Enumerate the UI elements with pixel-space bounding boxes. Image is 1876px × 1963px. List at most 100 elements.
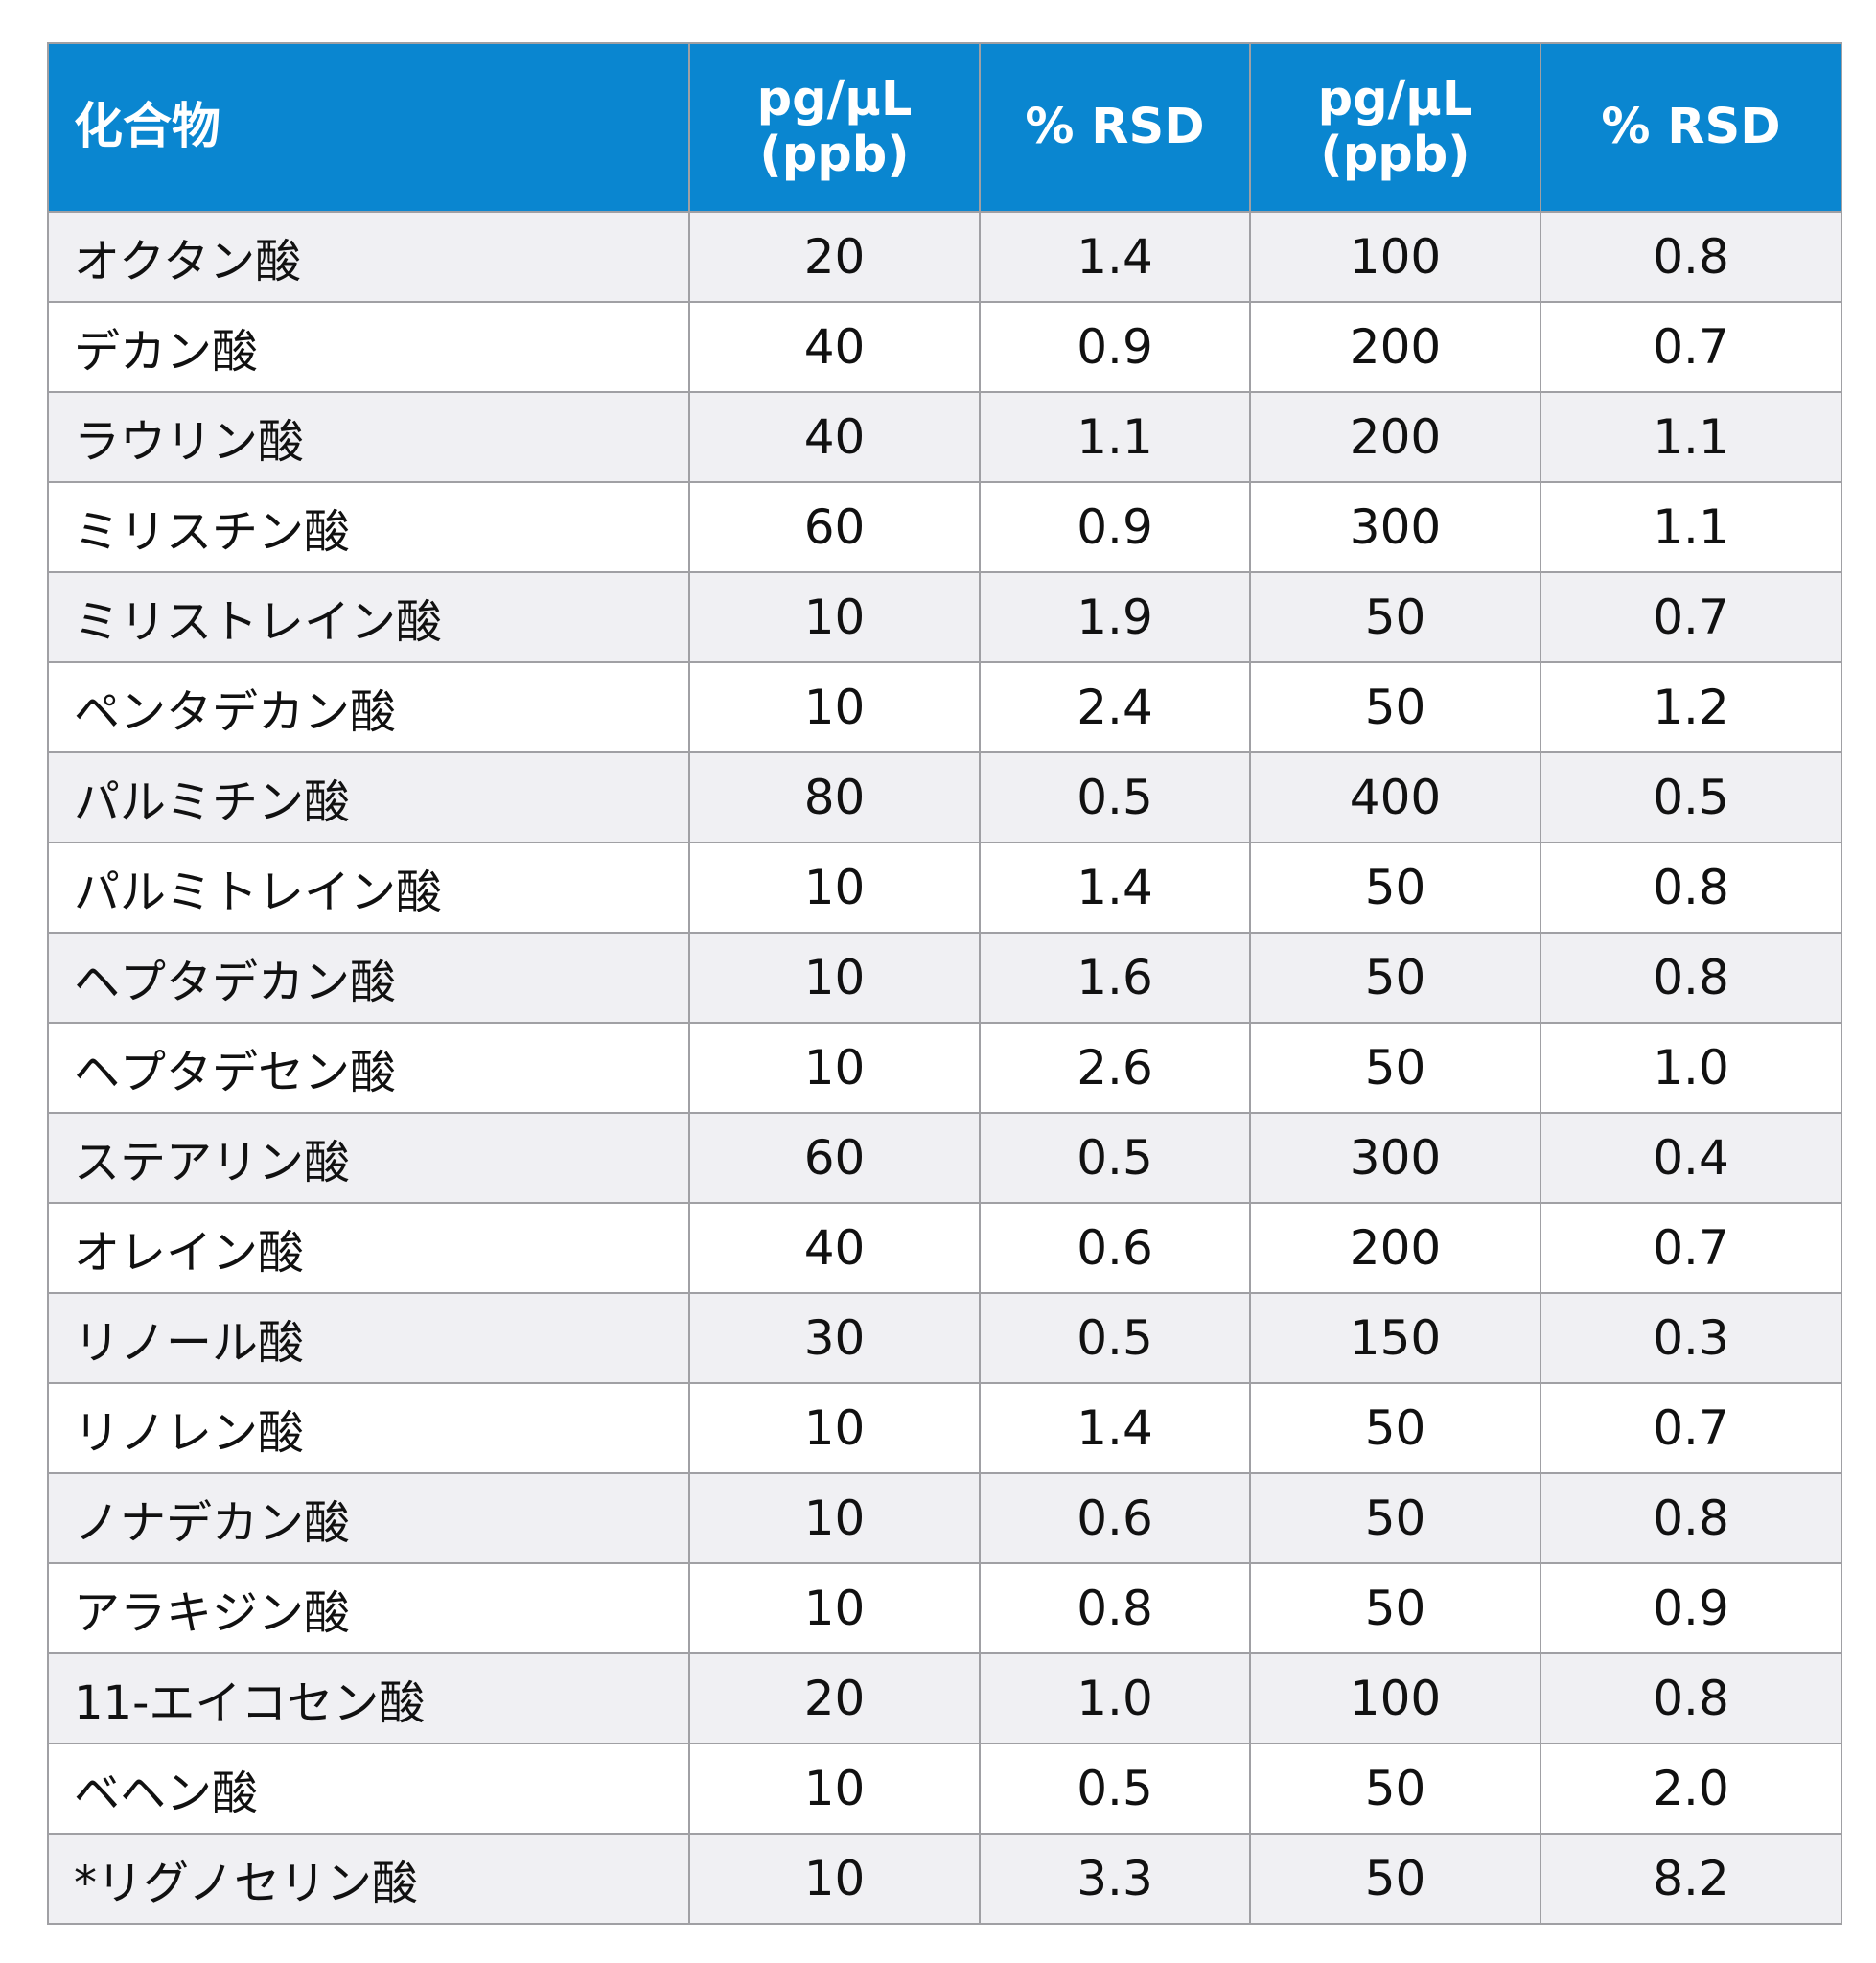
rsd-low-cell: 0.5 <box>979 1292 1251 1384</box>
rsd-high-cell: 2.0 <box>1540 1743 1842 1835</box>
concentration-high-cell: 50 <box>1249 661 1541 753</box>
compound-name-cell: ラウリン酸 <box>47 391 690 483</box>
concentration-high-cell: 50 <box>1249 932 1541 1024</box>
table-row: ベヘン酸 10 0.5 50 2.0 <box>47 1743 1842 1835</box>
rsd-high-cell: 0.7 <box>1540 1382 1842 1474</box>
concentration-low-cell: 10 <box>688 932 981 1024</box>
rsd-low-cell: 2.4 <box>979 661 1251 753</box>
concentration-high-cell: 300 <box>1249 1112 1541 1204</box>
concentration-low-cell: 10 <box>688 842 981 934</box>
rsd-high-cell: 0.3 <box>1540 1292 1842 1384</box>
header-row: 化合物 pg/µL (ppb) % RSD pg/µL (ppb) % RSD <box>47 42 1842 213</box>
concentration-low-cell: 10 <box>688 571 981 663</box>
concentration-low-cell: 10 <box>688 661 981 753</box>
rsd-low-cell: 0.6 <box>979 1202 1251 1294</box>
table-row: リノール酸 30 0.5 150 0.3 <box>47 1292 1842 1384</box>
concentration-low-cell: 80 <box>688 751 981 843</box>
header-unit-line: (ppb) <box>1320 127 1471 183</box>
rsd-low-cell: 2.6 <box>979 1022 1251 1114</box>
header-unit-line: pg/µL <box>756 71 913 127</box>
concentration-high-cell: 400 <box>1249 751 1541 843</box>
rsd-high-cell: 0.8 <box>1540 211 1842 303</box>
compound-name-cell: 11-エイコセン酸 <box>47 1652 690 1744</box>
rsd-high-cell: 0.7 <box>1540 1202 1842 1294</box>
rsd-low-cell: 3.3 <box>979 1833 1251 1925</box>
concentration-high-cell: 50 <box>1249 571 1541 663</box>
header-concentration-high: pg/µL (ppb) <box>1249 42 1541 213</box>
concentration-high-cell: 50 <box>1249 1833 1541 1925</box>
rsd-low-cell: 0.5 <box>979 1743 1251 1835</box>
header-compound-label: 化合物 <box>74 99 221 155</box>
table-row: ノナデカン酸 10 0.6 50 0.8 <box>47 1472 1842 1564</box>
concentration-high-cell: 100 <box>1249 1652 1541 1744</box>
compound-name-cell: デカン酸 <box>47 301 690 393</box>
concentration-high-cell: 200 <box>1249 391 1541 483</box>
rsd-low-cell: 0.8 <box>979 1562 1251 1654</box>
compound-name-cell: ノナデカン酸 <box>47 1472 690 1564</box>
header-rsd-low: % RSD <box>979 42 1251 213</box>
table-row: デカン酸 40 0.9 200 0.7 <box>47 301 1842 393</box>
table-row: ステアリン酸 60 0.5 300 0.4 <box>47 1112 1842 1204</box>
concentration-low-cell: 40 <box>688 1202 981 1294</box>
header-unit-line: pg/µL <box>1317 71 1473 127</box>
rsd-high-cell: 0.5 <box>1540 751 1842 843</box>
table-body: オクタン酸 20 1.4 100 0.8 デカン酸 40 0.9 200 0.7 ラウリン酸 40 1.… <box>47 211 1842 1925</box>
rsd-low-cell: 0.6 <box>979 1472 1251 1564</box>
table-row: *リグノセリン酸 10 3.3 50 8.2 <box>47 1833 1842 1925</box>
rsd-low-cell: 1.4 <box>979 211 1251 303</box>
concentration-high-cell: 200 <box>1249 1202 1541 1294</box>
concentration-high-cell: 200 <box>1249 301 1541 393</box>
rsd-low-cell: 1.4 <box>979 1382 1251 1474</box>
rsd-high-cell: 1.1 <box>1540 391 1842 483</box>
concentration-high-cell: 50 <box>1249 1382 1541 1474</box>
concentration-low-cell: 30 <box>688 1292 981 1384</box>
compound-name-cell: オクタン酸 <box>47 211 690 303</box>
header-concentration-low: pg/µL (ppb) <box>688 42 981 213</box>
rsd-high-cell: 0.9 <box>1540 1562 1842 1654</box>
rsd-low-cell: 1.0 <box>979 1652 1251 1744</box>
rsd-high-cell: 0.8 <box>1540 1472 1842 1564</box>
rsd-low-cell: 0.5 <box>979 1112 1251 1204</box>
fatty-acid-rsd-table: 化合物 pg/µL (ppb) % RSD pg/µL (ppb) % RSD … <box>47 42 1842 1925</box>
table-row: ラウリン酸 40 1.1 200 1.1 <box>47 391 1842 483</box>
concentration-low-cell: 20 <box>688 211 981 303</box>
rsd-high-cell: 1.0 <box>1540 1022 1842 1114</box>
concentration-high-cell: 50 <box>1249 1472 1541 1564</box>
header-unit-line: (ppb) <box>759 127 910 183</box>
rsd-low-cell: 0.9 <box>979 481 1251 573</box>
rsd-low-cell: 1.9 <box>979 571 1251 663</box>
rsd-low-cell: 1.4 <box>979 842 1251 934</box>
table-row: ヘプタデセン酸 10 2.6 50 1.0 <box>47 1022 1842 1114</box>
table-row: パルミトレイン酸 10 1.4 50 0.8 <box>47 842 1842 934</box>
rsd-high-cell: 0.7 <box>1540 571 1842 663</box>
table-row: ミリストレイン酸 10 1.9 50 0.7 <box>47 571 1842 663</box>
header-compound: 化合物 <box>47 42 690 213</box>
compound-name-cell: パルミトレイン酸 <box>47 842 690 934</box>
compound-name-cell: パルミチン酸 <box>47 751 690 843</box>
concentration-low-cell: 10 <box>688 1743 981 1835</box>
table-row: ミリスチン酸 60 0.9 300 1.1 <box>47 481 1842 573</box>
rsd-high-cell: 8.2 <box>1540 1833 1842 1925</box>
concentration-high-cell: 50 <box>1249 1562 1541 1654</box>
concentration-low-cell: 40 <box>688 391 981 483</box>
compound-name-cell: リノレン酸 <box>47 1382 690 1474</box>
rsd-high-cell: 0.4 <box>1540 1112 1842 1204</box>
compound-name-cell: ベヘン酸 <box>47 1743 690 1835</box>
rsd-high-cell: 1.1 <box>1540 481 1842 573</box>
header-rsd-label: % RSD <box>1601 99 1781 155</box>
rsd-high-cell: 1.2 <box>1540 661 1842 753</box>
concentration-low-cell: 10 <box>688 1022 981 1114</box>
concentration-high-cell: 300 <box>1249 481 1541 573</box>
rsd-high-cell: 0.8 <box>1540 842 1842 934</box>
rsd-high-cell: 0.8 <box>1540 932 1842 1024</box>
compound-name-cell: ミリスチン酸 <box>47 481 690 573</box>
concentration-low-cell: 60 <box>688 1112 981 1204</box>
concentration-high-cell: 150 <box>1249 1292 1541 1384</box>
compound-name-cell: ステアリン酸 <box>47 1112 690 1204</box>
rsd-low-cell: 1.6 <box>979 932 1251 1024</box>
table-row: ヘプタデカン酸 10 1.6 50 0.8 <box>47 932 1842 1024</box>
concentration-high-cell: 50 <box>1249 842 1541 934</box>
compound-name-cell: ペンタデカン酸 <box>47 661 690 753</box>
rsd-high-cell: 0.7 <box>1540 301 1842 393</box>
rsd-high-cell: 0.8 <box>1540 1652 1842 1744</box>
